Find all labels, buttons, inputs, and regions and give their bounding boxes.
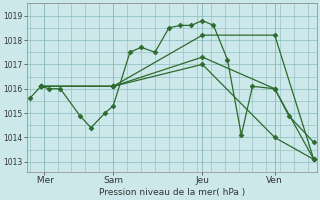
- X-axis label: Pression niveau de la mer( hPa ): Pression niveau de la mer( hPa ): [99, 188, 245, 197]
